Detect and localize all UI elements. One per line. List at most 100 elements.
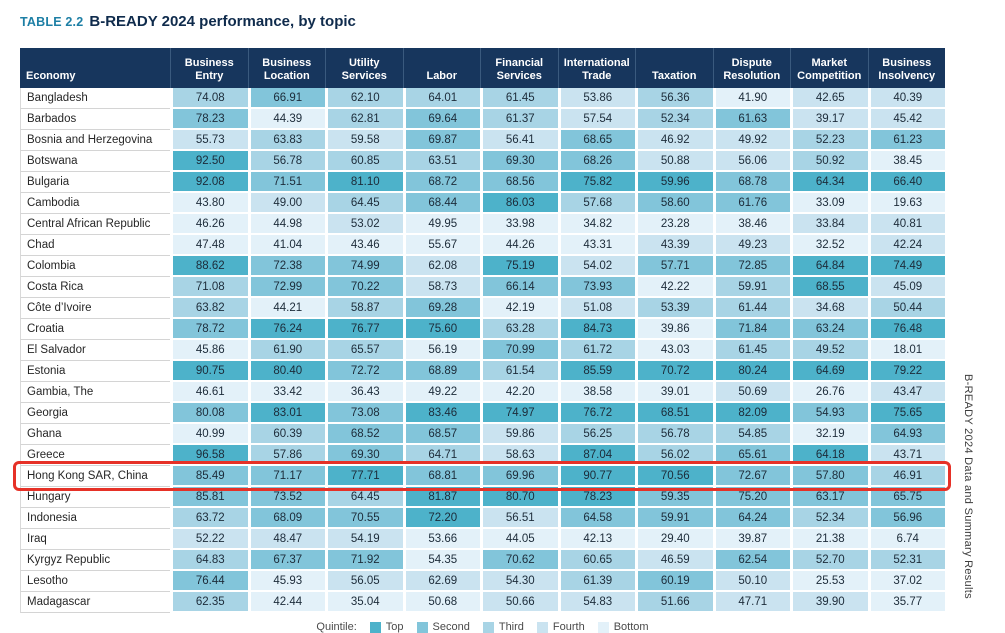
- score-cell: 73.52: [247, 487, 325, 508]
- score-cell: 34.68: [790, 298, 868, 319]
- score-cell: 64.69: [790, 361, 868, 382]
- economy-cell: Chad: [20, 235, 170, 256]
- column-header: International Trade: [557, 48, 635, 88]
- score-cell: 59.91: [712, 277, 790, 298]
- economy-cell: Croatia: [20, 319, 170, 340]
- score-cell: 70.62: [480, 550, 558, 571]
- score-cell: 40.39: [867, 88, 945, 109]
- score-cell: 61.37: [480, 109, 558, 130]
- score-cell: 64.24: [712, 508, 790, 529]
- score-cell: 60.19: [635, 571, 713, 592]
- score-cell: 61.72: [557, 340, 635, 361]
- score-cell: 68.81: [402, 466, 480, 487]
- legend-swatch-top: [369, 621, 381, 633]
- score-cell: 66.91: [247, 88, 325, 109]
- score-cell: 75.65: [867, 403, 945, 424]
- table-row: Kyrgyz Republic 64.83 67.37 71.92 54.35 70.62…: [20, 550, 945, 571]
- table-row: Cambodia 43.80 49.00 64.45 68.44 86.03 57.68 58…: [20, 193, 945, 214]
- economy-cell: Central African Republic: [20, 214, 170, 235]
- score-cell: 41.04: [247, 235, 325, 256]
- economy-cell: Barbados: [20, 109, 170, 130]
- table-row: El Salvador 45.86 61.90 65.57 56.19 70.99 61.7…: [20, 340, 945, 361]
- score-cell: 63.24: [790, 319, 868, 340]
- table-row: Barbados 78.23 44.39 62.81 69.64 61.37 57.54 52…: [20, 109, 945, 130]
- column-header: Utility Services: [325, 48, 403, 88]
- score-cell: 46.26: [170, 214, 248, 235]
- score-cell: 68.56: [480, 172, 558, 193]
- score-cell: 49.22: [402, 382, 480, 403]
- score-cell: 42.19: [480, 298, 558, 319]
- score-cell: 70.72: [635, 361, 713, 382]
- score-cell: 83.46: [402, 403, 480, 424]
- score-cell: 72.38: [247, 256, 325, 277]
- score-cell: 52.34: [635, 109, 713, 130]
- score-cell: 64.01: [402, 88, 480, 109]
- score-cell: 68.55: [790, 277, 868, 298]
- score-cell: 72.85: [712, 256, 790, 277]
- score-cell: 86.03: [480, 193, 558, 214]
- score-cell: 58.73: [402, 277, 480, 298]
- score-cell: 65.57: [325, 340, 403, 361]
- legend-item: Bottom: [597, 621, 649, 633]
- score-cell: 57.71: [635, 256, 713, 277]
- score-cell: 39.87: [712, 529, 790, 550]
- legend-swatch-third: [482, 621, 494, 633]
- score-cell: 59.58: [325, 130, 403, 151]
- score-cell: 53.86: [557, 88, 635, 109]
- table-row: Estonia 90.75 80.40 72.72 68.89 61.54 85.59 70.…: [20, 361, 945, 382]
- score-cell: 32.52: [790, 235, 868, 256]
- score-cell: 56.05: [325, 571, 403, 592]
- score-cell: 49.52: [790, 340, 868, 361]
- score-cell: 63.83: [247, 130, 325, 151]
- economy-cell: Côte d’Ivoire: [20, 298, 170, 319]
- score-cell: 50.68: [402, 592, 480, 613]
- score-cell: 87.04: [557, 445, 635, 466]
- score-cell: 44.98: [247, 214, 325, 235]
- score-cell: 23.28: [635, 214, 713, 235]
- score-cell: 53.66: [402, 529, 480, 550]
- score-cell: 43.80: [170, 193, 248, 214]
- score-cell: 45.42: [867, 109, 945, 130]
- economy-cell: Botswana: [20, 151, 170, 172]
- column-header: Market Competition: [790, 48, 868, 88]
- score-cell: 50.92: [790, 151, 868, 172]
- score-cell: 44.39: [247, 109, 325, 130]
- score-cell: 54.93: [790, 403, 868, 424]
- economy-cell: Greece: [20, 445, 170, 466]
- score-cell: 70.55: [325, 508, 403, 529]
- legend-item-label: Top: [385, 621, 404, 633]
- legend-swatch-fourth: [536, 621, 548, 633]
- score-cell: 68.26: [557, 151, 635, 172]
- score-cell: 33.09: [790, 193, 868, 214]
- score-cell: 64.93: [867, 424, 945, 445]
- score-cell: 80.70: [480, 487, 558, 508]
- score-cell: 56.25: [557, 424, 635, 445]
- score-cell: 85.49: [170, 466, 248, 487]
- score-cell: 59.86: [480, 424, 558, 445]
- score-cell: 55.73: [170, 130, 248, 151]
- score-cell: 68.72: [402, 172, 480, 193]
- table-row: Bulgaria 92.08 71.51 81.10 68.72 68.56 75.82 59…: [20, 172, 945, 193]
- score-cell: 18.01: [867, 340, 945, 361]
- score-cell: 73.08: [325, 403, 403, 424]
- table-row: Lesotho 76.44 45.93 56.05 62.69 54.30 61.39 60.…: [20, 571, 945, 592]
- score-cell: 56.96: [867, 508, 945, 529]
- score-cell: 69.96: [480, 466, 558, 487]
- table-row: Madagascar 62.35 42.44 35.04 50.68 50.66 54.83…: [20, 592, 945, 613]
- score-cell: 62.69: [402, 571, 480, 592]
- score-cell: 29.40: [635, 529, 713, 550]
- table-row: Greece 96.58 57.86 69.30 64.71 58.63 87.04 56.0…: [20, 445, 945, 466]
- scores-table: Economy Business Entry Business Location Ut…: [20, 48, 945, 613]
- score-cell: 44.21: [247, 298, 325, 319]
- legend-item: Third: [482, 621, 524, 633]
- score-cell: 51.08: [557, 298, 635, 319]
- score-cell: 60.85: [325, 151, 403, 172]
- score-cell: 51.66: [635, 592, 713, 613]
- score-cell: 71.84: [712, 319, 790, 340]
- score-cell: 74.99: [325, 256, 403, 277]
- score-cell: 69.87: [402, 130, 480, 151]
- economy-cell: Bosnia and Herzegovina: [20, 130, 170, 151]
- score-cell: 82.09: [712, 403, 790, 424]
- score-cell: 72.67: [712, 466, 790, 487]
- score-cell: 57.68: [557, 193, 635, 214]
